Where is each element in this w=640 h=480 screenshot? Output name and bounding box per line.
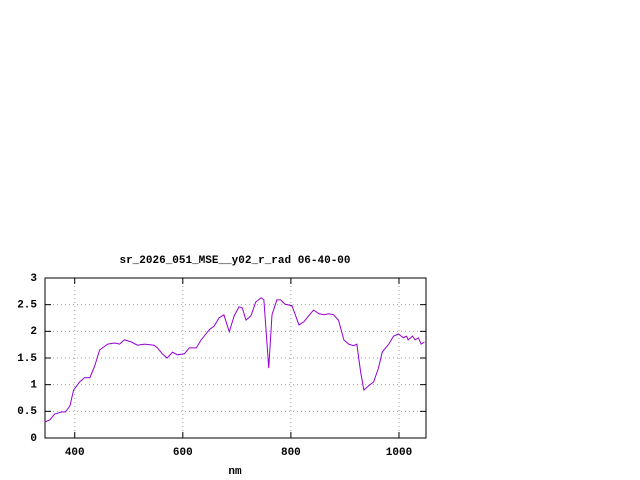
- x-tick-label: 600: [173, 447, 193, 459]
- y-tick-label: 2: [30, 326, 37, 338]
- y-tick-label: 1.5: [17, 353, 37, 365]
- y-tick-label: 3: [30, 273, 37, 285]
- x-tick-label: 800: [281, 447, 301, 459]
- chart-title: sr_2026_051_MSE__y02_r_rad 06-40-00: [119, 255, 350, 267]
- data-line: [44, 297, 425, 423]
- x-axis-label: nm: [228, 466, 242, 478]
- y-tick-label: 0.5: [17, 406, 37, 418]
- y-tick-label: 0: [30, 433, 37, 445]
- y-tick-label: 2.5: [17, 300, 37, 312]
- x-tick-label: 400: [65, 447, 85, 459]
- y-tick-label: 1: [30, 380, 37, 392]
- plot-frame: [44, 277, 427, 439]
- x-tick-label: 1000: [386, 447, 412, 459]
